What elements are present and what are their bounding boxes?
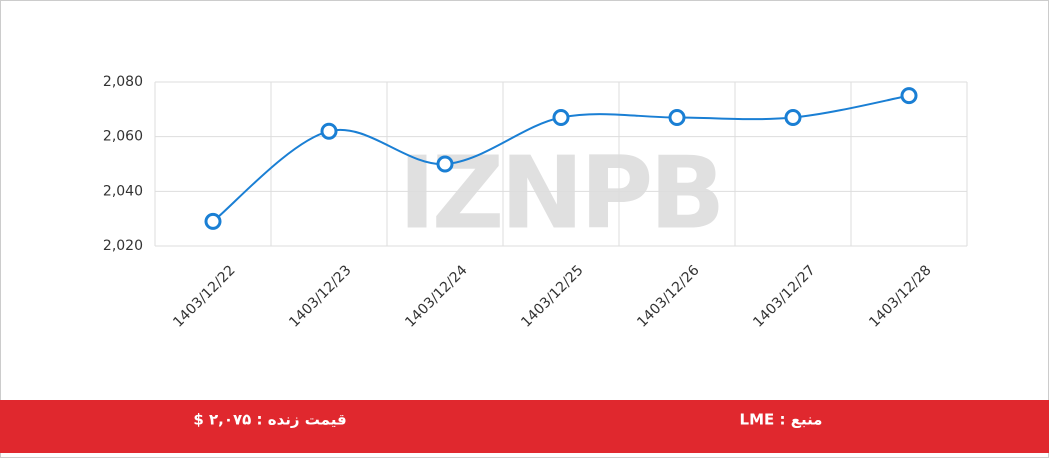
footer-price: قیمت زنده : ۲,۰۷۵ $ (193, 411, 346, 429)
y-tick-label: 2,060 (103, 129, 143, 145)
y-tick-label: 2,020 (103, 238, 143, 254)
footer-bar (0, 400, 1049, 453)
y-tick-label: 2,080 (103, 74, 143, 90)
point (552, 109, 570, 127)
watermark: IZNPB (399, 134, 722, 251)
point (204, 212, 222, 230)
point (784, 109, 802, 127)
y-tick-label: 2,040 (103, 183, 143, 199)
point (900, 87, 918, 105)
point (668, 109, 686, 127)
point (320, 122, 338, 140)
footer-source: منبع : LME (740, 411, 823, 429)
point (436, 155, 454, 173)
